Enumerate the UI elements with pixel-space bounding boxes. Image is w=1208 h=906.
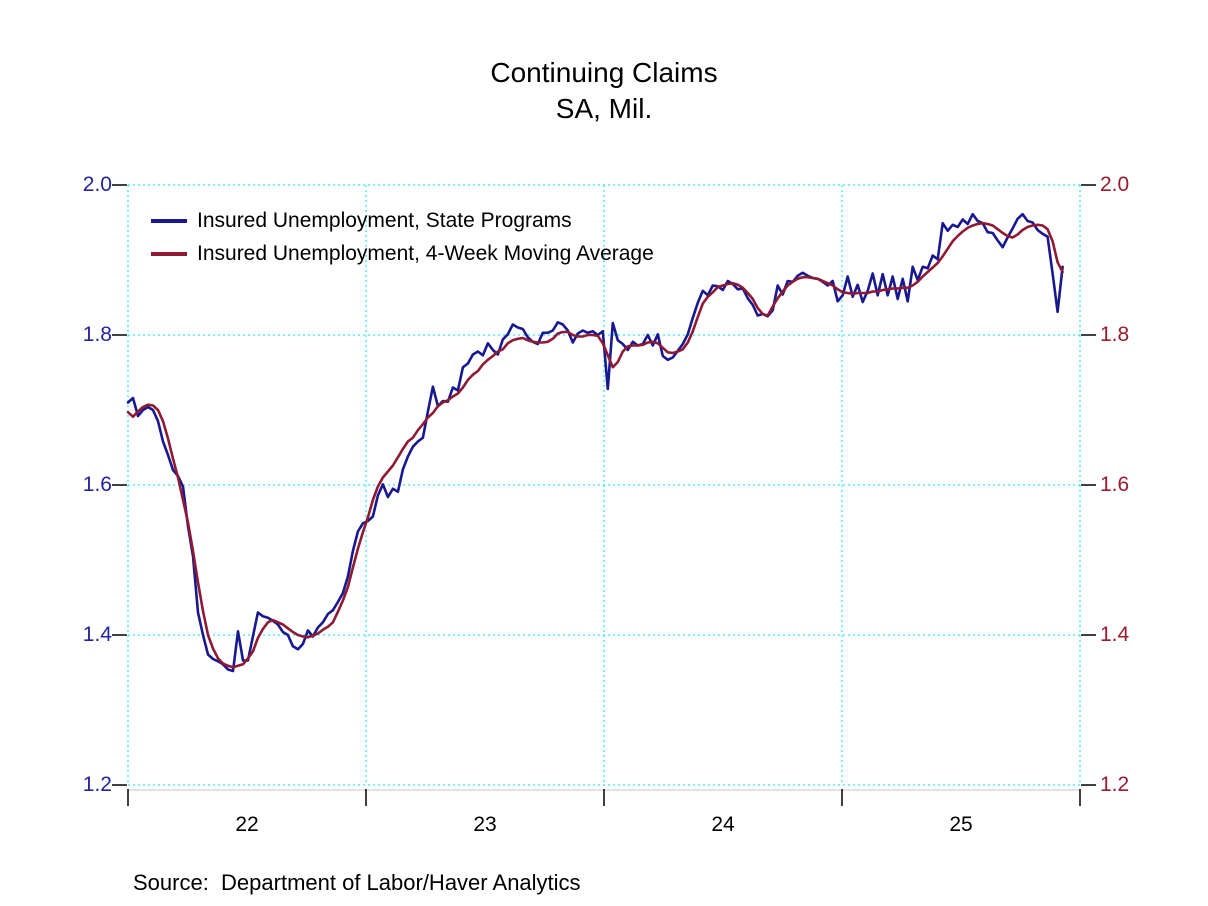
legend-label: Insured Unemployment, State Programs — [197, 209, 572, 232]
y-axis-label-right: 2.0 — [1100, 173, 1130, 196]
x-axis-year-label: 25 — [949, 813, 973, 836]
y-axis-label-left: 1.6 — [82, 473, 112, 496]
chart-title: Continuing Claims — [490, 57, 718, 88]
chart-subtitle: SA, Mil. — [555, 93, 653, 124]
legend-swatch-line — [151, 252, 187, 256]
y-axis-label-right: 1.2 — [1100, 773, 1130, 796]
series-state-programs-line — [126, 212, 1064, 673]
y-axis-label-left: 2.0 — [82, 173, 112, 196]
x-axis-year-label: 23 — [473, 813, 497, 836]
series-moving-average-line — [126, 221, 1064, 669]
y-axis-label-left: 1.8 — [82, 323, 112, 346]
source-note: Source: Department of Labor/Haver Analyt… — [133, 870, 581, 895]
legend-label: Insured Unemployment, 4-Week Moving Aver… — [197, 242, 654, 265]
chart-title-block: Continuing Claims SA, Mil. — [128, 55, 1080, 127]
y-axis-label-left: 1.4 — [82, 623, 112, 646]
x-axis-year-label: 24 — [711, 813, 735, 836]
x-axis-year-label: 22 — [235, 813, 259, 836]
y-axis-label-right: 1.4 — [1100, 623, 1130, 646]
y-axis-label-left: 1.2 — [82, 773, 112, 796]
y-axis-label-right: 1.8 — [1100, 323, 1130, 346]
y-axis-label-right: 1.6 — [1100, 473, 1130, 496]
legend-swatch-line — [151, 219, 187, 223]
